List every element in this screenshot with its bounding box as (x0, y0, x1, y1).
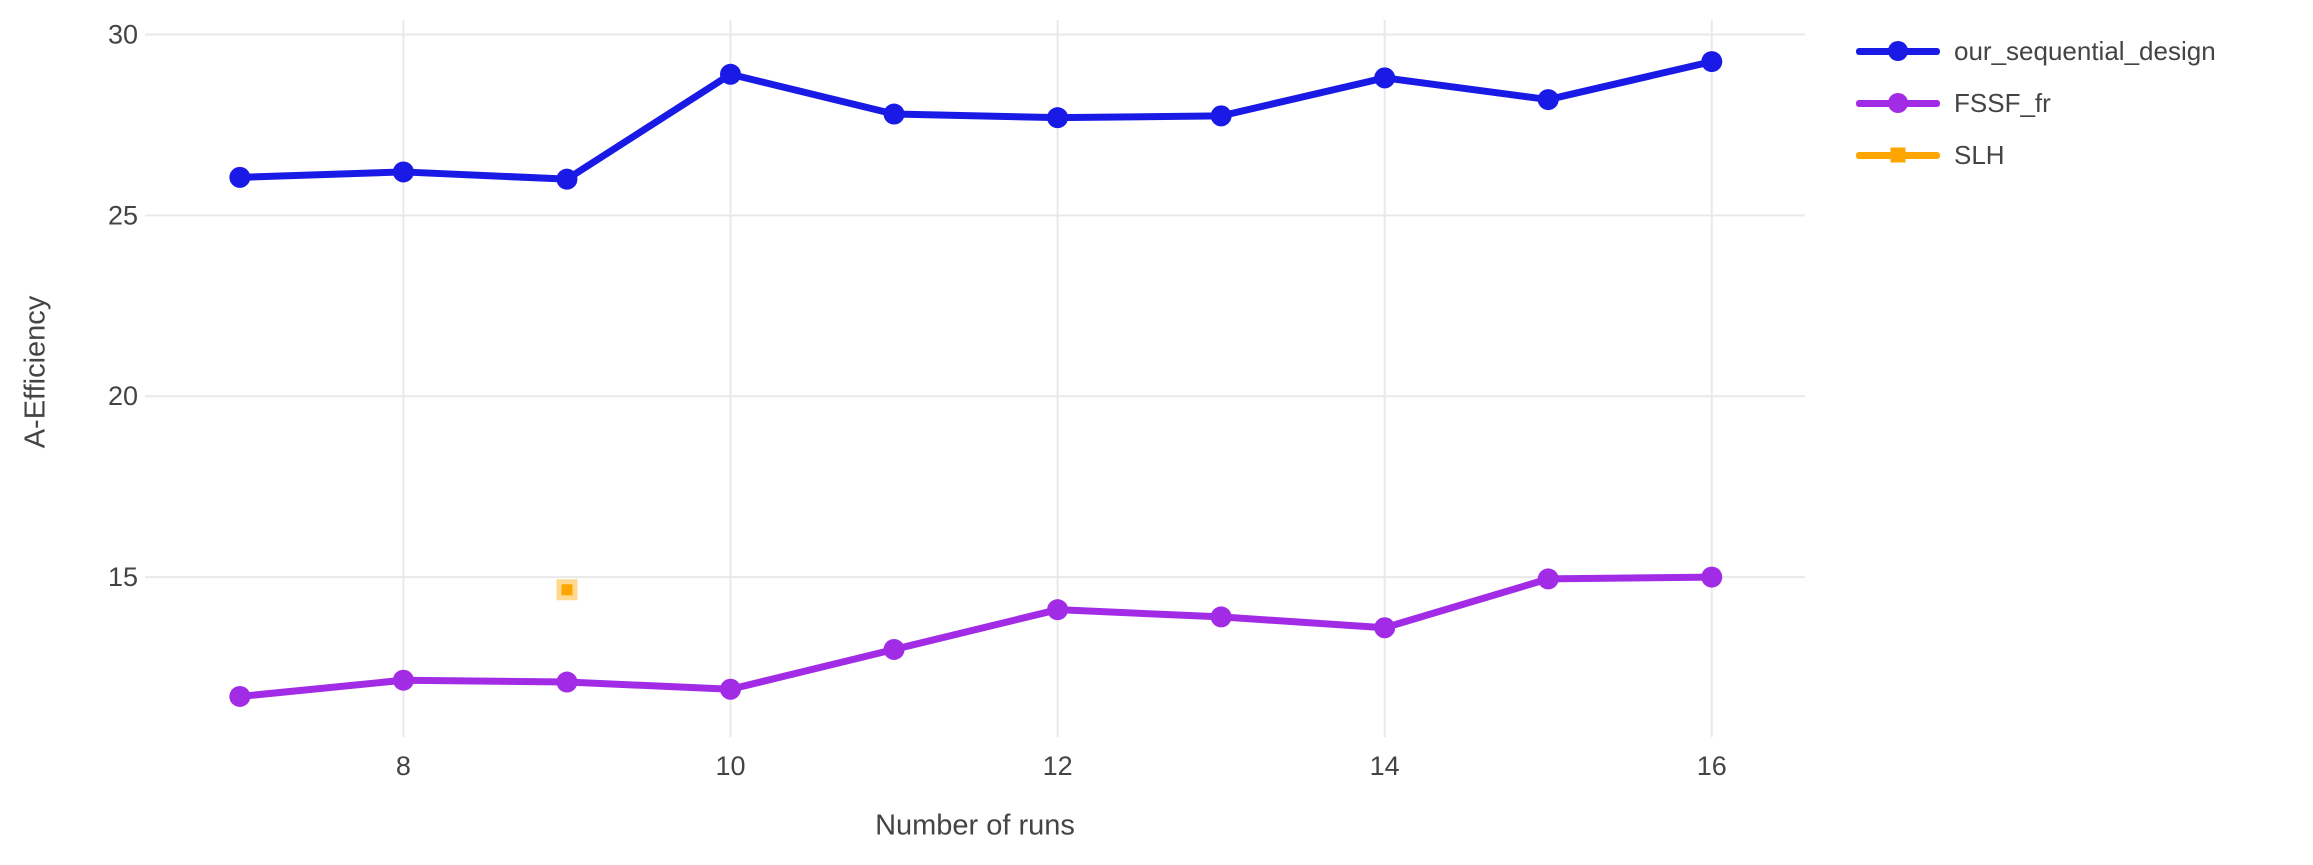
data-point-our_sequential_design[interactable] (883, 103, 905, 125)
legend-label: SLH (1954, 139, 2005, 170)
legend-item-our_sequential_design[interactable]: our_sequential_design (1856, 25, 2216, 77)
data-point-FSSF_fr[interactable] (1210, 606, 1232, 628)
x-axis-title: Number of runs (875, 809, 1075, 842)
legend-label: our_sequential_design (1954, 35, 2216, 66)
series-line-FSSF_fr (236, 573, 1716, 700)
data-point-our_sequential_design[interactable] (719, 63, 741, 85)
legend-marker-circle-icon (1888, 41, 1908, 61)
legend-line-icon (1856, 41, 1940, 61)
data-point-FSSF_fr[interactable] (1701, 566, 1723, 588)
x-tick-label: 16 (1697, 751, 1727, 781)
x-tick-label: 8 (396, 751, 411, 781)
y-tick-label: 30 (108, 19, 138, 49)
x-tick-label: 10 (715, 751, 745, 781)
data-point-our_sequential_design[interactable] (1374, 67, 1396, 89)
data-point-our_sequential_design[interactable] (1537, 89, 1559, 111)
data-point-FSSF_fr[interactable] (1537, 568, 1559, 590)
y-axis-title: A-Efficiency (19, 295, 52, 449)
legend-item-FSSF_fr[interactable]: FSSF_fr (1856, 77, 2216, 129)
data-point-our_sequential_design[interactable] (556, 168, 578, 190)
y-tick-label: 25 (108, 200, 138, 230)
data-point-our_sequential_design[interactable] (1701, 51, 1723, 73)
data-point-FSSF_fr[interactable] (1047, 599, 1069, 621)
x-tick-label: 12 (1043, 751, 1073, 781)
legend-label: FSSF_fr (1954, 87, 2051, 118)
data-point-FSSF_fr[interactable] (229, 685, 251, 707)
legend-marker-square-icon (1890, 147, 1906, 163)
legend-line-icon (1856, 147, 1940, 163)
legend-item-SLH[interactable]: SLH (1856, 129, 2216, 181)
data-point-FSSF_fr[interactable] (556, 671, 578, 693)
x-tick-label: 14 (1370, 751, 1400, 781)
data-point-FSSF_fr[interactable] (1374, 617, 1396, 639)
data-point-our_sequential_design[interactable] (229, 166, 251, 188)
data-point-SLH[interactable] (556, 579, 578, 601)
series-line-our_sequential_design (236, 58, 1716, 183)
legend-line-icon (1856, 93, 1940, 113)
data-point-FSSF_fr[interactable] (392, 669, 414, 691)
data-point-FSSF_fr[interactable] (719, 678, 741, 700)
data-point-our_sequential_design[interactable] (1047, 107, 1069, 129)
data-point-FSSF_fr[interactable] (883, 638, 905, 660)
legend: our_sequential_design FSSF_fr SLH (1856, 25, 2216, 181)
data-point-our_sequential_design[interactable] (1210, 105, 1232, 127)
y-tick-label: 15 (108, 562, 138, 592)
data-point-our_sequential_design[interactable] (392, 161, 414, 183)
y-tick-label: 20 (108, 381, 138, 411)
legend-marker-circle-icon (1888, 93, 1908, 113)
